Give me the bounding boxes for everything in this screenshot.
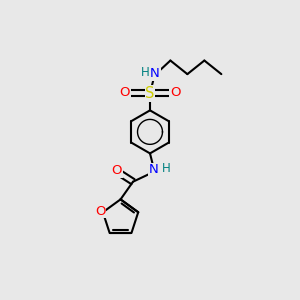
Text: H: H bbox=[161, 162, 170, 175]
Text: N: N bbox=[148, 164, 158, 176]
Text: H: H bbox=[141, 66, 149, 79]
Text: O: O bbox=[112, 164, 122, 177]
Text: O: O bbox=[95, 205, 105, 218]
Text: S: S bbox=[145, 86, 155, 101]
Text: N: N bbox=[150, 67, 160, 80]
Text: O: O bbox=[119, 86, 130, 99]
Text: O: O bbox=[170, 86, 181, 99]
